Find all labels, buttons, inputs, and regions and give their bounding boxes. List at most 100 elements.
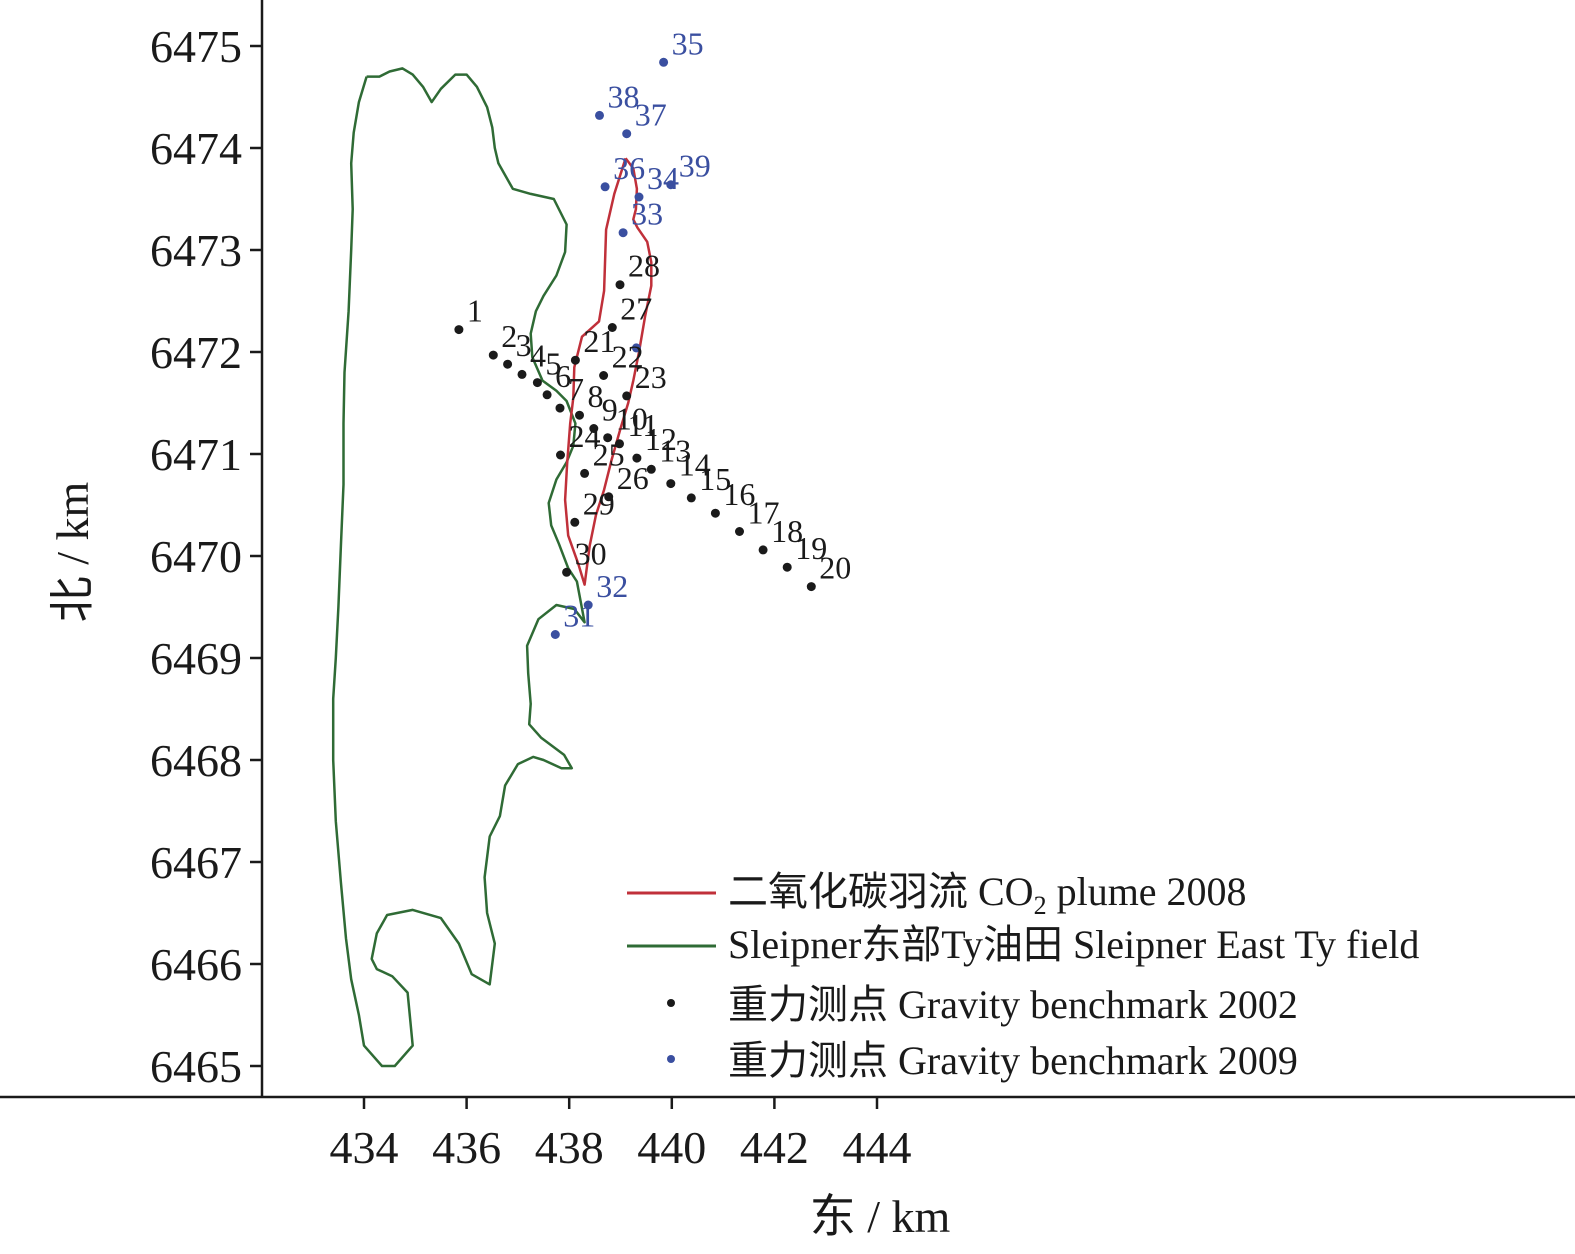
benchmark-2002-point	[542, 390, 552, 400]
y-tick-label: 6468	[150, 735, 242, 786]
y-tick-label: 6474	[150, 123, 242, 174]
x-tick-label: 436	[432, 1122, 501, 1173]
plume-boundary-line	[563, 157, 653, 586]
benchmark-2002-point	[603, 433, 613, 443]
benchmark-2002-label: 17	[748, 495, 780, 531]
benchmark-2009-point	[622, 129, 632, 139]
benchmark-2002-point	[615, 280, 625, 290]
benchmark-2009-point	[583, 600, 593, 610]
benchmark-2002-label: 23	[635, 359, 667, 395]
benchmark-2009-point	[618, 228, 628, 238]
benchmark-2009-label: 35	[672, 25, 704, 61]
benchmark-2002-label: 29	[583, 485, 615, 521]
benchmark-2002-label: 28	[628, 248, 660, 284]
benchmark-2002-label: 21	[583, 323, 615, 359]
field-boundary-line	[331, 67, 586, 1068]
benchmark-2002-label: 7	[568, 371, 584, 407]
y-tick-label: 6467	[150, 837, 242, 888]
benchmark-2002-label: 30	[575, 535, 607, 571]
benchmark-2009-label: 32	[596, 568, 628, 604]
field-boundary-layer	[331, 67, 586, 1068]
benchmark-2002-label: 9	[602, 392, 618, 428]
benchmark-2002-label: 19	[795, 530, 827, 566]
benchmark-2002-point	[562, 567, 572, 577]
legend: 二氧化碳羽流 CO2 plume 2008 Sleipner东部Ty油田 Slei…	[627, 869, 1419, 1083]
benchmark-2002-label: 4	[530, 337, 546, 373]
benchmark-2002-point	[646, 464, 656, 474]
benchmark-2009-label: 33	[631, 196, 663, 232]
benchmark-2002-point	[758, 545, 768, 555]
benchmark-2009-point	[550, 630, 560, 639]
x-tick-label: 440	[637, 1122, 706, 1173]
y-tick-label: 6466	[150, 939, 242, 990]
benchmark-2002-label: 2	[501, 318, 517, 354]
benchmark-2009-point	[659, 57, 669, 67]
benchmark-2002-point	[806, 582, 816, 592]
benchmark-2002-label: 1	[467, 293, 483, 329]
benchmark-2002-label: 12	[645, 421, 677, 457]
legend-2002-marker	[667, 999, 675, 1007]
benchmark-2002-point	[570, 355, 580, 365]
benchmark-2002-label: 22	[612, 339, 644, 375]
chart-axes: 6465646664676468646964706471647264736474…	[0, 0, 1575, 1173]
benchmark-2009-point	[631, 343, 641, 353]
benchmark-2002-point	[782, 562, 792, 572]
y-tick-label: 6465	[150, 1041, 242, 1092]
benchmark-2002-point	[604, 492, 614, 502]
benchmark-2002-point	[615, 439, 624, 449]
legend-plume-label: 二氧化碳羽流 CO2 plume 2008	[728, 869, 1247, 920]
benchmark-2009-point	[634, 192, 644, 202]
benchmark-2002-label: 27	[620, 291, 652, 327]
benchmark-2009-label: 34	[647, 160, 679, 196]
y-tick-label: 6472	[150, 327, 242, 378]
legend-plume-subscript: 2	[1034, 891, 1047, 920]
x-tick-label: 434	[330, 1122, 399, 1173]
benchmark-2002-label: 18	[771, 513, 803, 549]
benchmark-2002-label: 3	[516, 327, 532, 363]
benchmark-2002-label: 20	[819, 550, 851, 586]
benchmark-2002-point	[589, 424, 599, 433]
benchmark-2002-label: 10	[616, 401, 648, 437]
legend-plume-en: CO	[978, 869, 1034, 914]
benchmark-2002-point	[555, 403, 565, 413]
benchmark-2009-point	[595, 110, 604, 120]
benchmark-2002-point	[556, 450, 565, 460]
benchmark-2002-point	[622, 391, 632, 401]
y-axis-title: 北 / km	[47, 482, 98, 623]
benchmark-2002-label: 6	[555, 358, 571, 394]
benchmark-2002-point	[454, 325, 464, 335]
benchmark-2002-label: 16	[723, 476, 755, 512]
benchmark-2002-label: 5	[545, 346, 561, 382]
benchmark-2002-point	[666, 479, 676, 489]
y-tick-label: 6469	[150, 633, 242, 684]
benchmark-2002-point	[517, 369, 527, 379]
benchmark-2009-label: 37	[635, 97, 667, 133]
benchmark-2002-point	[632, 453, 642, 463]
benchmark-2002-point	[503, 359, 513, 369]
benchmark-2009-point	[666, 180, 676, 190]
benchmark-2002-point	[488, 350, 498, 360]
benchmark-2002-point	[580, 468, 590, 478]
x-tick-label: 442	[740, 1122, 809, 1173]
benchmark-2009-label: 36	[613, 150, 645, 186]
benchmark-2002-point	[710, 508, 720, 518]
benchmark-2002-point	[599, 371, 609, 380]
benchmark-2002-label: 13	[659, 432, 691, 468]
legend-2002-label: 重力测点 Gravity benchmark 2002	[728, 982, 1298, 1027]
benchmark-2002-point	[575, 410, 584, 420]
x-axis-title: 东 / km	[810, 1191, 951, 1242]
plume-layer	[563, 157, 653, 586]
benchmark-2009-label: 39	[679, 148, 711, 184]
benchmark-2002-label: 15	[699, 461, 731, 497]
legend-2009-label: 重力测点 Gravity benchmark 2009	[728, 1038, 1298, 1083]
benchmark-2002-label: 25	[593, 436, 625, 472]
benchmark-2002-point	[607, 323, 617, 332]
benchmark-2009-point	[600, 182, 610, 192]
benchmark-2002-point	[686, 493, 696, 503]
y-tick-label: 6475	[150, 21, 242, 72]
x-tick-label: 438	[535, 1122, 604, 1173]
benchmark-2002-point	[532, 378, 542, 388]
benchmark-2009-label: 38	[608, 78, 640, 114]
